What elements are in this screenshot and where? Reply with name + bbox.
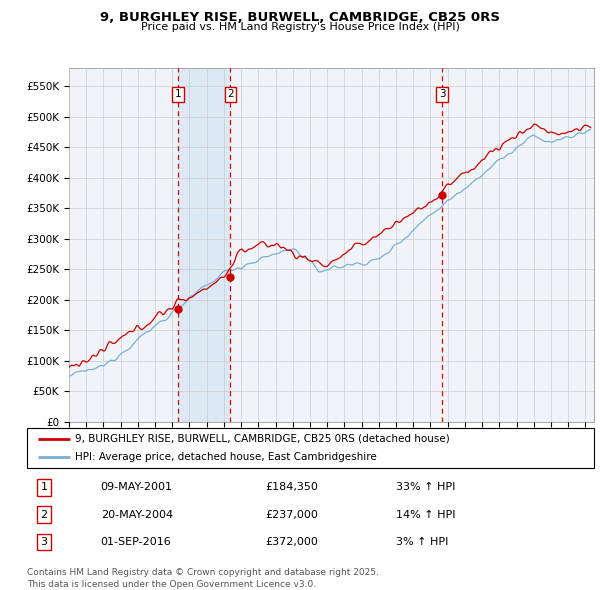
Text: 33% ↑ HPI: 33% ↑ HPI [395, 483, 455, 493]
Text: 20-MAY-2004: 20-MAY-2004 [101, 510, 173, 520]
Text: 1: 1 [175, 90, 182, 99]
Bar [178, 68, 230, 422]
Text: 3% ↑ HPI: 3% ↑ HPI [395, 537, 448, 547]
Text: £184,350: £184,350 [265, 483, 318, 493]
Text: 9, BURGHLEY RISE, BURWELL, CAMBRIDGE, CB25 0RS (detached house): 9, BURGHLEY RISE, BURWELL, CAMBRIDGE, CB… [75, 434, 450, 444]
Text: 09-MAY-2001: 09-MAY-2001 [101, 483, 173, 493]
Text: £372,000: £372,000 [265, 537, 318, 547]
Text: 1: 1 [41, 483, 47, 493]
FancyBboxPatch shape [27, 428, 594, 468]
Text: 3: 3 [439, 90, 445, 99]
Text: HPI: Average price, detached house, East Cambridgeshire: HPI: Average price, detached house, East… [75, 451, 377, 461]
Text: 14% ↑ HPI: 14% ↑ HPI [395, 510, 455, 520]
Text: Price paid vs. HM Land Registry's House Price Index (HPI): Price paid vs. HM Land Registry's House … [140, 22, 460, 32]
Text: 01-SEP-2016: 01-SEP-2016 [101, 537, 172, 547]
Text: 9, BURGHLEY RISE, BURWELL, CAMBRIDGE, CB25 0RS: 9, BURGHLEY RISE, BURWELL, CAMBRIDGE, CB… [100, 11, 500, 24]
Text: Contains HM Land Registry data © Crown copyright and database right 2025.
This d: Contains HM Land Registry data © Crown c… [27, 568, 379, 589]
Text: 2: 2 [40, 510, 47, 520]
Text: 2: 2 [227, 90, 234, 99]
Text: 3: 3 [41, 537, 47, 547]
Text: £237,000: £237,000 [265, 510, 318, 520]
